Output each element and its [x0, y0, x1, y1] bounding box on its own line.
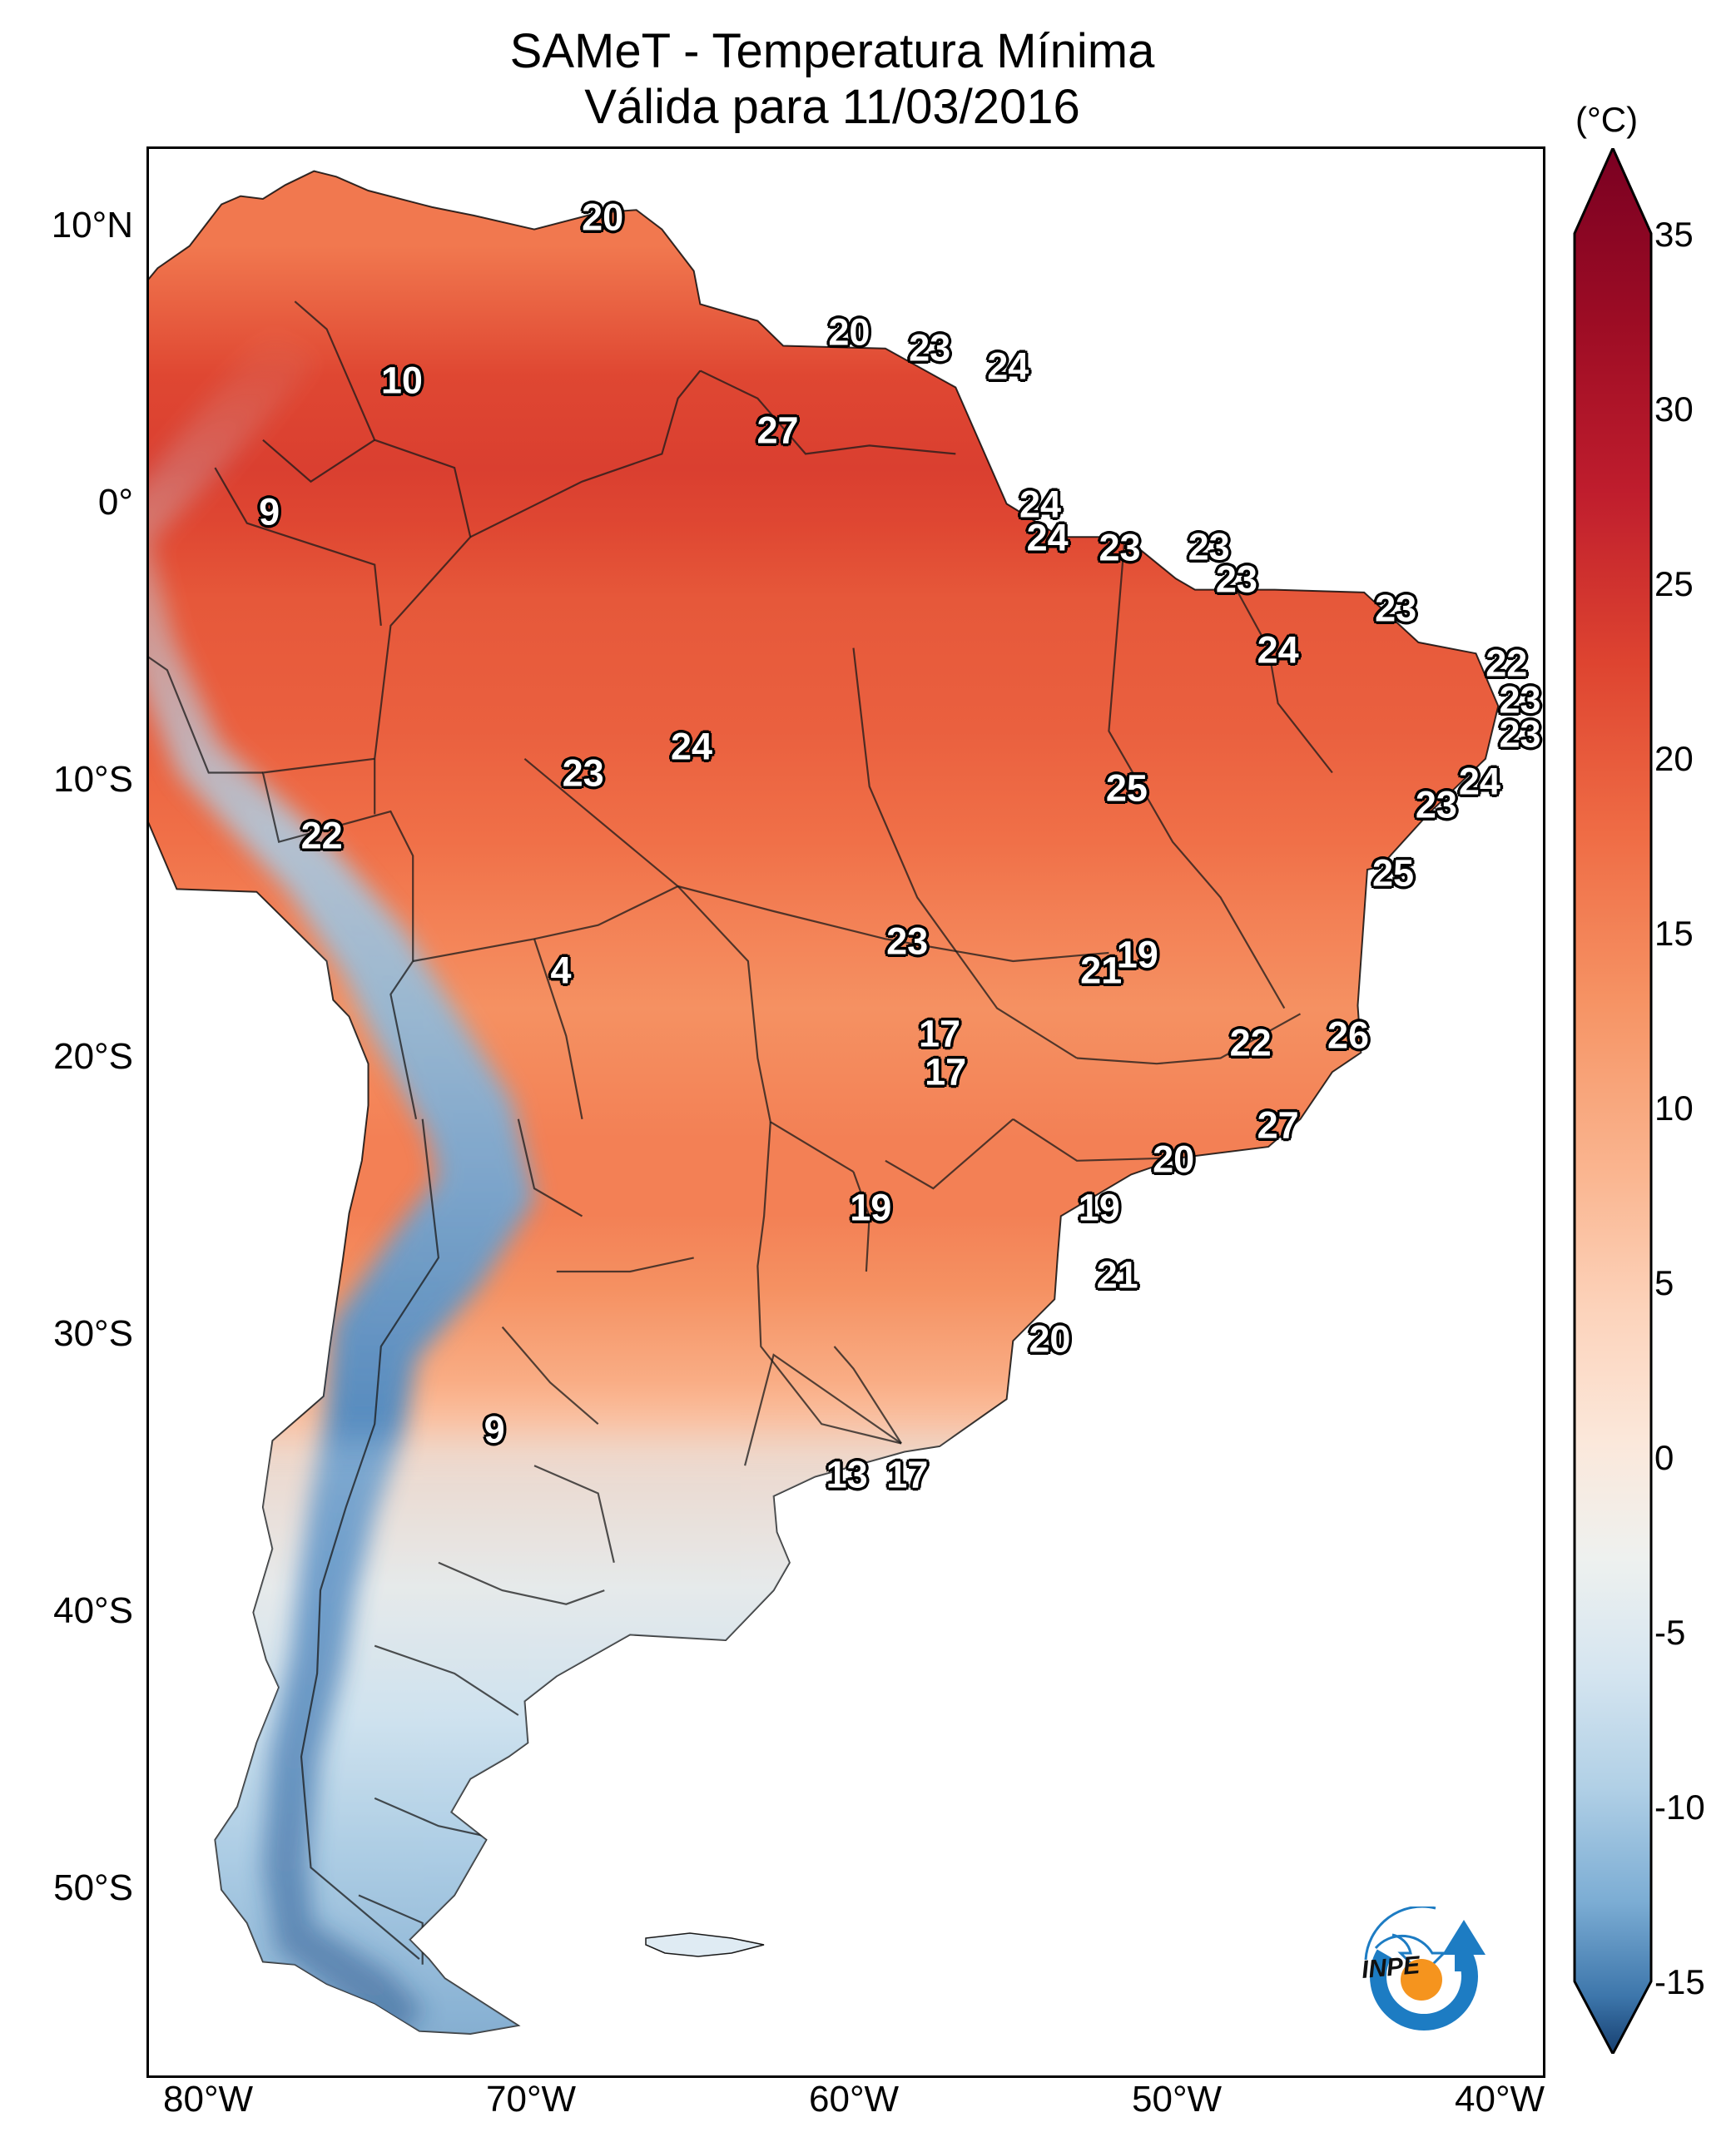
- svg-text:INPE: INPE: [1361, 1951, 1421, 1984]
